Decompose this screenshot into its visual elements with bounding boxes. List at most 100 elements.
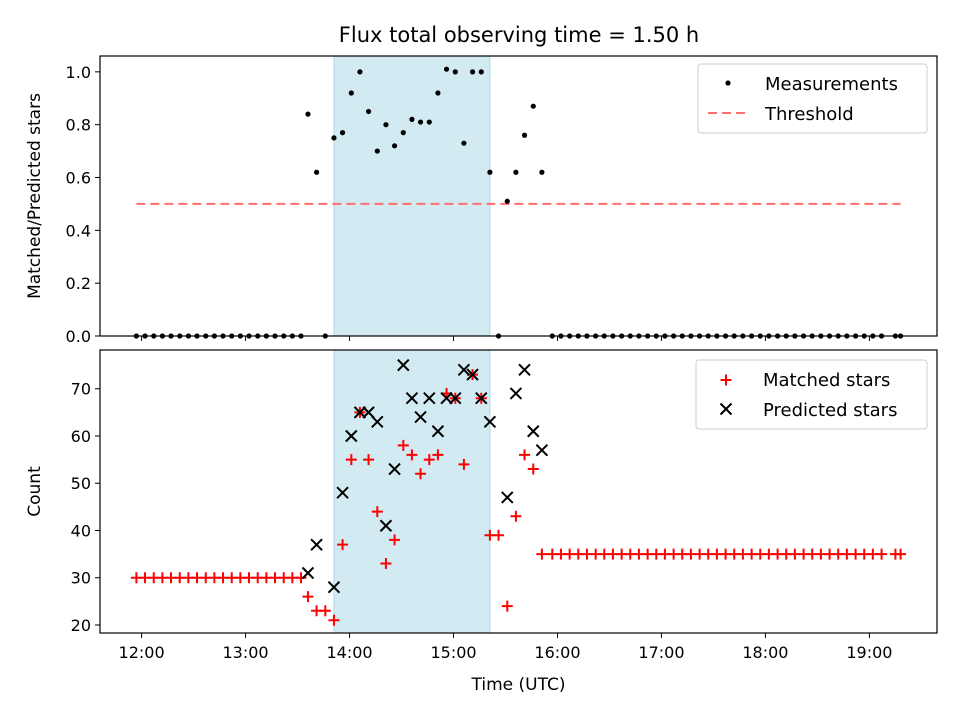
axes-frame — [99, 55, 938, 337]
y-tick-label: 60 — [71, 427, 91, 446]
legend: Measurements Threshold — [697, 63, 928, 134]
predicted-stars-point — [388, 462, 401, 476]
matched-stars-point — [536, 548, 548, 560]
matched-stars-point — [371, 506, 383, 518]
measurement-point — [504, 198, 510, 204]
predicted-stars-point — [501, 491, 514, 504]
predicted-stars-point — [336, 486, 349, 499]
matched-stars-point — [389, 534, 401, 546]
y-tick-label: 0.0 — [66, 327, 91, 346]
measurement-point — [383, 122, 389, 128]
legend-box — [697, 63, 928, 134]
predicted-stars-point — [414, 410, 427, 424]
predicted-stars-point — [527, 425, 540, 438]
matched-stars-point — [380, 558, 392, 570]
matched-stars-point — [423, 454, 435, 466]
measurement-point — [530, 103, 536, 109]
predicted-stars-point — [431, 425, 445, 438]
y-tick-label: 40 — [71, 521, 91, 540]
axes-frame — [99, 349, 938, 634]
measurement-point — [443, 66, 450, 72]
measurement-point — [487, 169, 493, 175]
predicted-stars-point — [405, 391, 419, 405]
matched-stars-point — [319, 605, 331, 617]
matched-stars-point — [895, 548, 907, 560]
bottom-panel: 20 30 40 50 60 70 12:00 13:00 14:00 15:00 16:00 17:… — [25, 349, 938, 695]
predicted-stars-point — [518, 363, 531, 377]
y-tick-label: 0.6 — [66, 169, 91, 188]
predicted-stars-point — [509, 387, 523, 400]
matched-stars-point — [458, 458, 470, 470]
matched-stars-point — [415, 468, 427, 480]
x-tick-label: 12:00 — [119, 643, 165, 662]
x-tick-label: 14:00 — [326, 643, 372, 662]
measurement-point — [521, 132, 528, 138]
x-axis-label: Time (UTC) — [471, 675, 566, 695]
predicted-stars-point — [371, 415, 384, 429]
observing-span — [333, 349, 491, 634]
matched-stars-point — [397, 439, 409, 451]
matched-stars-point — [501, 600, 513, 612]
matched-stars-point — [302, 591, 314, 603]
predicted-stars-point — [397, 358, 410, 372]
predicted-stars-point — [327, 580, 341, 594]
matched-stars-point — [363, 454, 375, 466]
y-tick-label: 50 — [71, 474, 91, 493]
measurement-point — [400, 130, 406, 136]
matched-stars-point — [527, 463, 539, 475]
matched-stars-point — [510, 510, 522, 522]
legend-threshold-label: Threshold — [764, 104, 854, 125]
matched-stars-point — [345, 454, 357, 466]
matched-stars-point — [876, 548, 888, 560]
observing-span — [333, 55, 491, 337]
legend-box — [695, 359, 928, 430]
predicted-stars-point — [310, 538, 323, 551]
x-tick-label: 19:00 — [846, 643, 892, 662]
measurement-point — [339, 130, 346, 136]
matched-stars-point — [493, 529, 505, 541]
y-tick-label: 0.4 — [66, 221, 91, 240]
measurement-point — [539, 169, 545, 175]
matched-stars-point — [337, 539, 349, 551]
matched-stars-point — [406, 449, 418, 461]
y-tick-label: 0.8 — [66, 116, 91, 135]
x-tick-label: 17:00 — [638, 643, 684, 662]
y-tick-label: 1.0 — [66, 63, 91, 82]
measurement-point — [409, 116, 415, 122]
y-tick-label: 0.2 — [66, 274, 91, 293]
legend-predicted-marker — [719, 402, 733, 416]
top-panel: 0.0 0.2 0.4 0.6 0.8 1.0 Matched/Predicted star… — [25, 55, 938, 346]
x-tick-label: 18:00 — [742, 643, 788, 662]
legend-measurements-label: Measurements — [765, 74, 898, 95]
matched-stars-point — [519, 449, 531, 461]
y-tick-label: 70 — [71, 380, 91, 399]
predicted-stars-point — [483, 415, 497, 429]
measurement-point — [435, 90, 441, 96]
measurement-point — [391, 143, 398, 149]
measurement-point — [513, 169, 519, 175]
x-tick-label: 16:00 — [534, 643, 580, 662]
predicted-stars-point — [449, 391, 462, 405]
predicted-stars-point — [535, 443, 549, 457]
predicted-stars-point — [475, 391, 488, 405]
matched-stars-point — [295, 572, 307, 584]
y-axis-label: Matched/Predicted stars — [25, 93, 45, 299]
measurement-point — [331, 135, 337, 141]
measurement-point — [452, 69, 458, 75]
measurement-point — [374, 148, 380, 154]
predicted-stars-point — [345, 429, 358, 443]
matched-stars-point — [432, 449, 444, 461]
predicted-stars-point — [301, 566, 315, 580]
chart-title: Flux total observing time = 1.50 h — [339, 23, 699, 47]
legend-matched-label: Matched stars — [763, 370, 890, 391]
y-tick-label: 30 — [71, 569, 91, 588]
predicted-stars-point — [379, 519, 393, 532]
measurement-point — [426, 119, 432, 125]
legend-matched-marker — [720, 374, 732, 386]
measurement-point — [469, 69, 476, 75]
measurement-point — [348, 90, 354, 96]
measurement-point — [357, 69, 363, 75]
measurement-point — [365, 108, 372, 115]
measurement-point — [305, 111, 311, 117]
